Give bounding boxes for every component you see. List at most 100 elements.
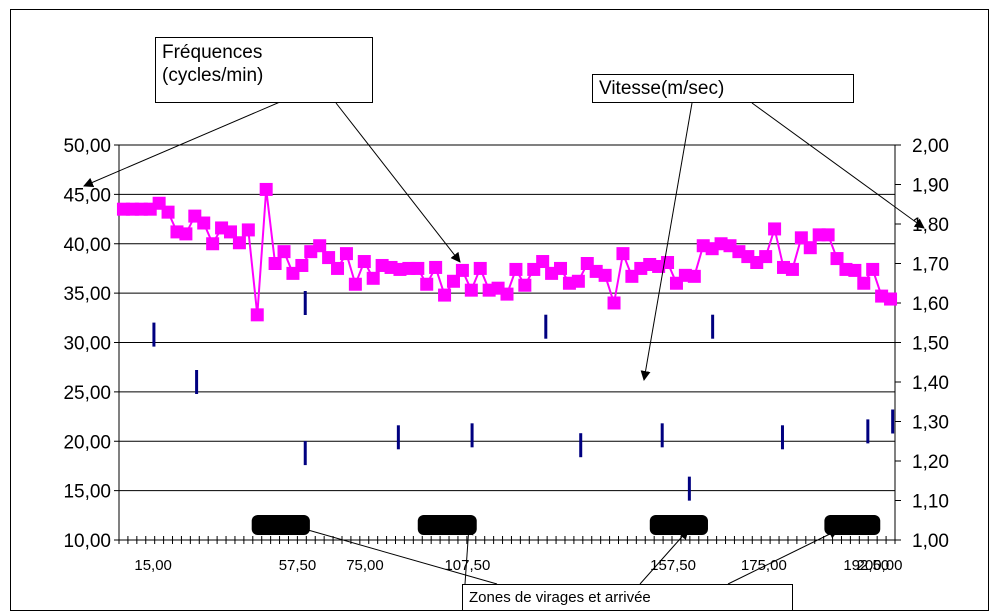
frequency-point bbox=[794, 231, 808, 245]
frequency-callout-line1: Fréquences bbox=[162, 42, 263, 63]
frequency-point bbox=[250, 308, 264, 322]
turn-zone-bar bbox=[251, 515, 310, 535]
y-right-tick-label: 1,80 bbox=[912, 215, 949, 236]
turn-zone-bar bbox=[649, 515, 708, 535]
y-right-tick-label: 1,50 bbox=[912, 334, 949, 355]
frequency-point bbox=[366, 271, 380, 285]
frequency-point bbox=[848, 263, 862, 277]
y-left-tick-label: 20,00 bbox=[63, 432, 111, 453]
frequency-point bbox=[232, 236, 246, 250]
arrow-zones-to-zone-2 bbox=[463, 525, 474, 585]
turn-zone-bar bbox=[417, 515, 477, 535]
frequency-point bbox=[420, 277, 434, 291]
frequency-point bbox=[616, 247, 630, 261]
x-tick-label: 107,50 bbox=[444, 557, 490, 574]
frequency-point bbox=[803, 241, 817, 255]
frequency-point bbox=[509, 262, 523, 276]
x-tick-label: 15,00 bbox=[134, 557, 172, 574]
frequency-point bbox=[884, 292, 898, 306]
y-right-tick-label: 1,10 bbox=[912, 492, 949, 513]
frequency-point bbox=[821, 228, 835, 242]
y-left-tick-label: 40,00 bbox=[63, 235, 111, 256]
frequency-point bbox=[759, 250, 773, 264]
frequency-point bbox=[518, 278, 532, 292]
frequency-point bbox=[223, 225, 237, 239]
y-left-tick-label: 10,00 bbox=[63, 531, 111, 552]
x-tick-label: 57,50 bbox=[279, 557, 317, 574]
frequency-point bbox=[571, 274, 585, 288]
frequency-point bbox=[455, 263, 469, 277]
turn-zones bbox=[251, 515, 881, 535]
arrow-freq-to-series bbox=[335, 102, 461, 263]
callout-arrows bbox=[83, 89, 925, 585]
x-tick-label: 192,50 bbox=[843, 557, 889, 574]
arrow-zones-to-zone-1 bbox=[293, 523, 498, 585]
frequency-point bbox=[197, 216, 211, 230]
frequency-point bbox=[857, 276, 871, 290]
frequency-point bbox=[446, 274, 460, 288]
frequency-point bbox=[866, 262, 880, 276]
y-left-tick-label: 45,00 bbox=[63, 185, 111, 206]
frequency-point bbox=[322, 251, 336, 265]
frequency-point bbox=[411, 261, 425, 275]
frequency-point bbox=[768, 222, 782, 236]
x-tick-label: 200,00 bbox=[857, 557, 903, 574]
frequency-point bbox=[598, 268, 612, 282]
y-left-tick-label: 35,00 bbox=[63, 284, 111, 305]
frequency-point bbox=[687, 269, 701, 283]
frequency-point bbox=[785, 262, 799, 276]
frequency-point bbox=[331, 261, 345, 275]
arrow-zones-to-zone-4 bbox=[727, 529, 839, 585]
arrow-freq-to-left-axis bbox=[83, 89, 309, 188]
frequency-point bbox=[661, 256, 675, 270]
y-right-tick-label: 1,40 bbox=[912, 373, 949, 394]
y-left-tick-label: 25,00 bbox=[63, 383, 111, 404]
y-left-tick-label: 15,00 bbox=[63, 482, 111, 503]
frequency-point bbox=[295, 258, 309, 272]
arrow-speed-to-right-axis bbox=[751, 102, 925, 229]
y-left-tick-label: 50,00 bbox=[63, 136, 111, 157]
frequency-point bbox=[179, 227, 193, 241]
frequency-point bbox=[554, 261, 568, 275]
y-right-tick-label: 1,60 bbox=[912, 294, 949, 315]
speed-callout: Vitesse(m/sec) bbox=[592, 74, 854, 103]
frequency-point bbox=[259, 182, 273, 196]
frequency-point bbox=[277, 245, 291, 259]
frequency-point bbox=[830, 252, 844, 266]
y-right-tick-label: 2,00 bbox=[912, 136, 949, 157]
frequency-point bbox=[161, 205, 175, 219]
frequency-callout-line2: (cycles/min) bbox=[162, 65, 264, 86]
y-right-tick-label: 1,90 bbox=[912, 176, 949, 197]
frequency-point bbox=[473, 261, 487, 275]
frequency-point bbox=[464, 283, 478, 297]
y-left-tick-label: 30,00 bbox=[63, 334, 111, 355]
arrow-speed-to-series bbox=[640, 102, 693, 381]
frequency-callout: Fréquences (cycles/min) bbox=[155, 37, 373, 103]
frequency-point bbox=[536, 255, 550, 269]
frequency-point bbox=[357, 255, 371, 269]
axes: 10,00 15,00 20,00 25,00 30,00 35,00 40,00 45,00… bbox=[63, 136, 949, 574]
grid-lines bbox=[119, 144, 895, 541]
frequency-point bbox=[268, 257, 282, 270]
frequency-point bbox=[206, 237, 220, 251]
frequency-point bbox=[607, 296, 621, 310]
x-tick-label: 157,50 bbox=[650, 557, 696, 574]
y-right-tick-label: 1,00 bbox=[912, 531, 949, 552]
frequency-point bbox=[348, 277, 362, 291]
frequency-point bbox=[241, 223, 255, 237]
speed-series bbox=[152, 291, 895, 501]
x-tick-label: 75,00 bbox=[346, 557, 384, 574]
frequency-point bbox=[500, 287, 514, 301]
frequency-point bbox=[429, 260, 443, 274]
frequency-point bbox=[438, 288, 452, 302]
turn-zone-bar bbox=[824, 515, 881, 535]
arrow-zones-to-zone-3 bbox=[639, 529, 689, 585]
y-right-tick-label: 1,30 bbox=[912, 413, 949, 434]
y-right-tick-label: 1,70 bbox=[912, 255, 949, 276]
frequency-point bbox=[339, 247, 353, 261]
frequency-series bbox=[116, 182, 898, 322]
frequency-point bbox=[313, 239, 327, 253]
y-right-tick-label: 1,20 bbox=[912, 452, 949, 473]
x-tick-label: 175,00 bbox=[741, 557, 787, 574]
